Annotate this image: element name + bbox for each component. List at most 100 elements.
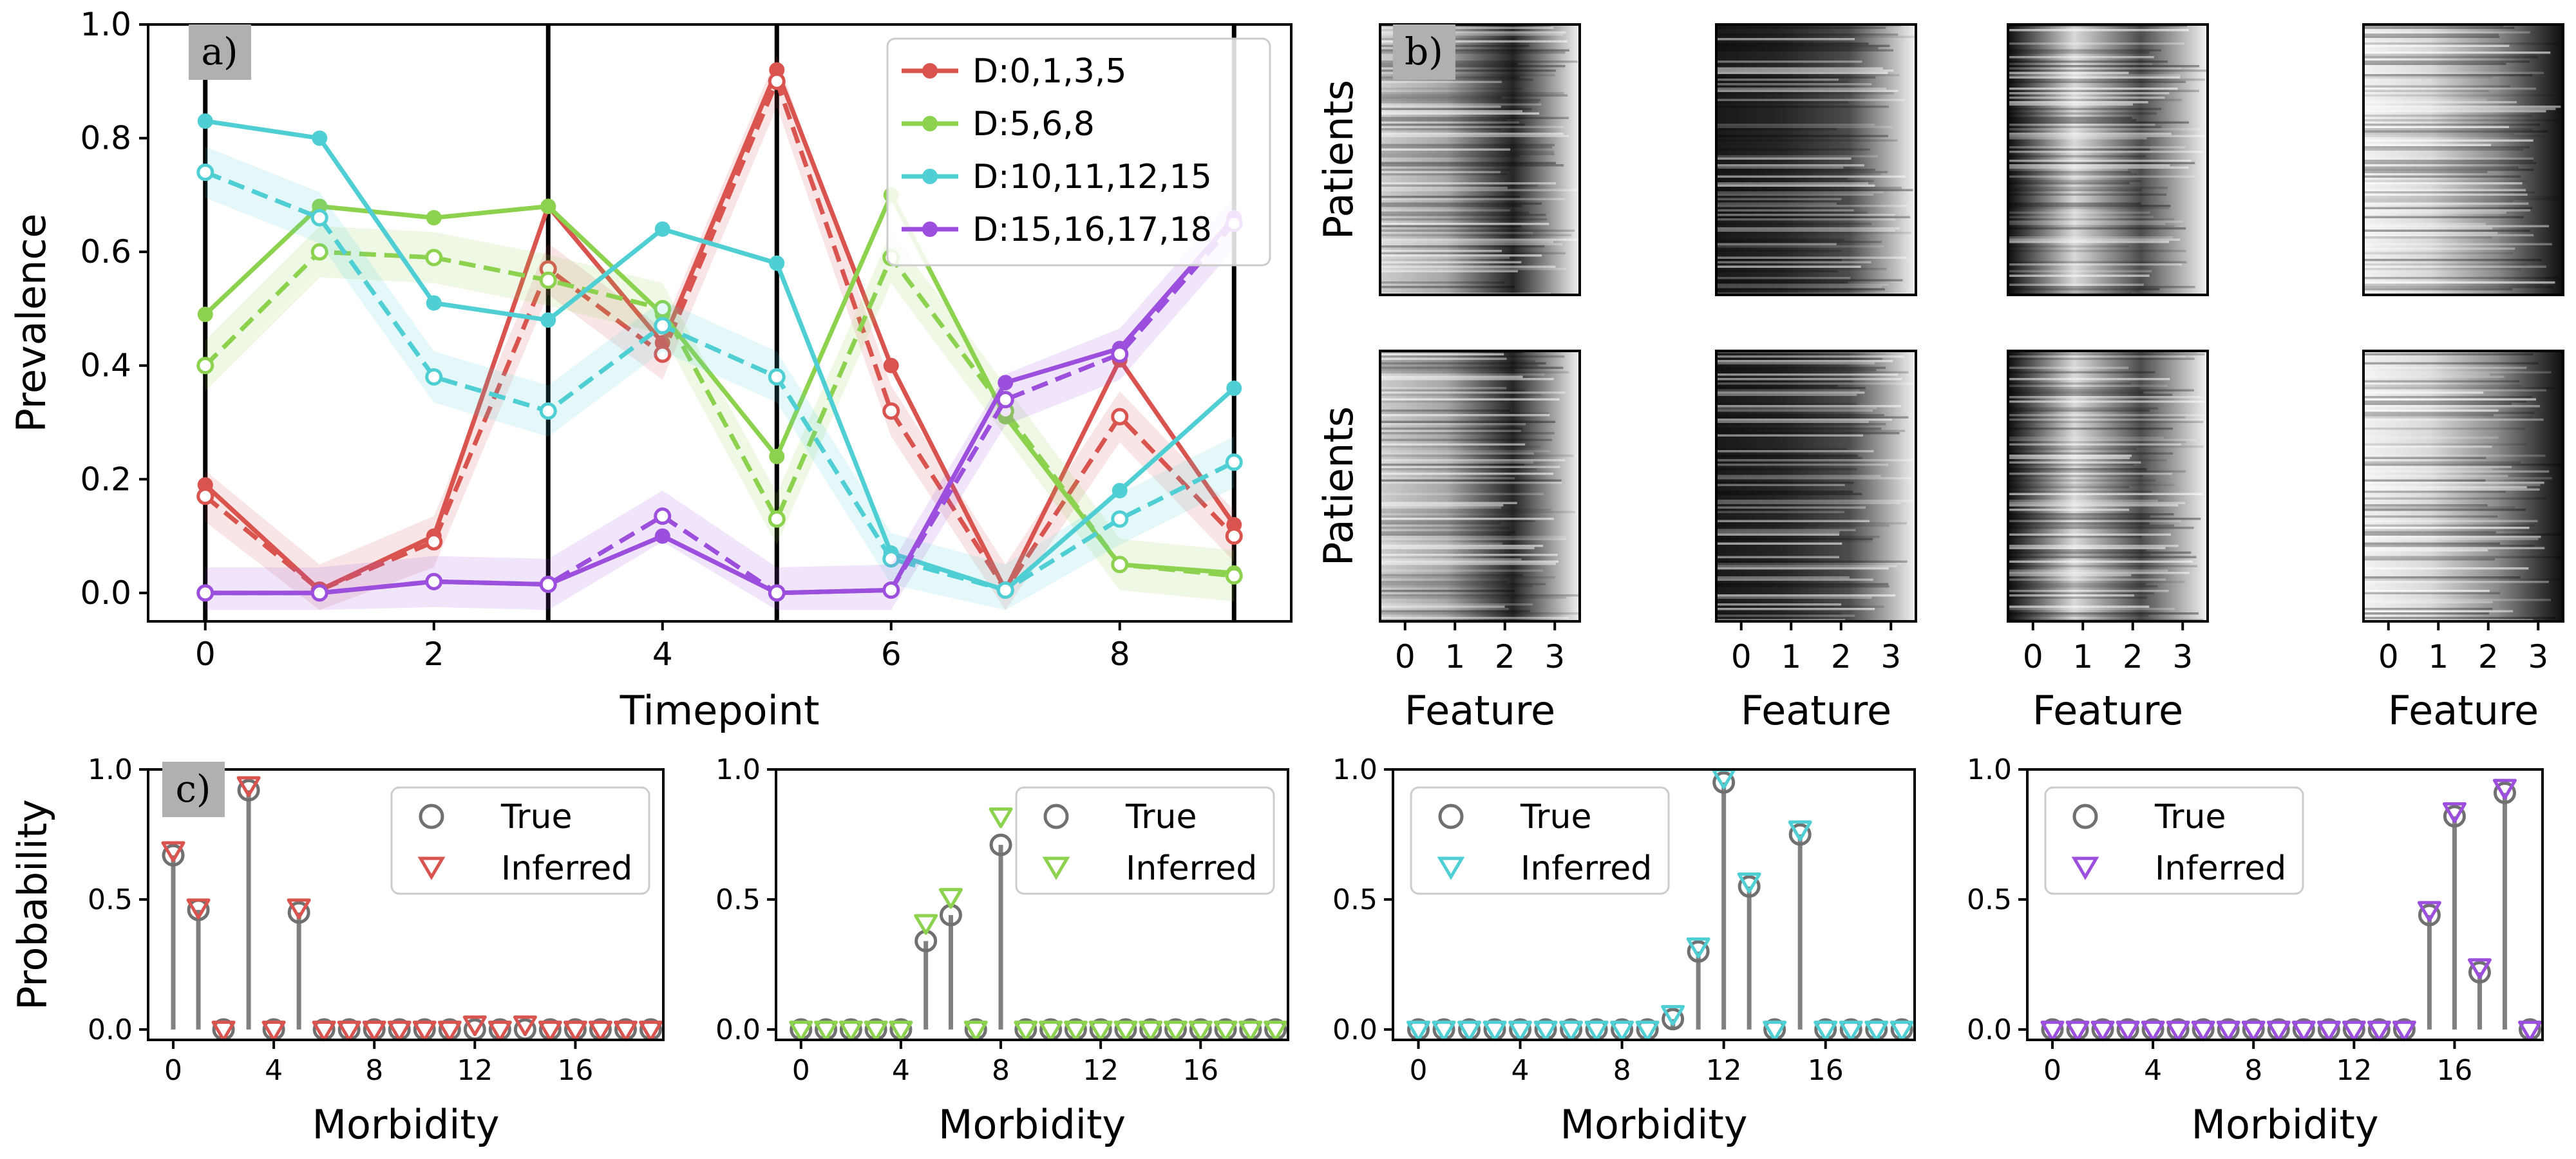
panel-label-box [162,762,225,817]
series-true-line [205,216,1236,596]
patient-row [1716,211,1868,214]
patient-row [2008,527,2194,529]
patient-row [2363,491,2506,493]
patient-row [1716,493,1862,495]
patient-row [1716,355,1904,358]
patient-row [1716,475,1881,477]
y-tick-label: 0.6 [80,233,131,270]
patient-row [1380,504,1504,507]
inferred-marker [1889,1021,1914,1042]
inferred-point [425,249,443,267]
patient-row [1380,52,1566,54]
patient-row [2363,353,2533,355]
inferred-marker [638,1021,663,1042]
inferred-point [539,576,557,594]
y-tick-label: 0.8 [80,120,131,157]
patient-row [2363,209,2531,212]
patient-row [2008,180,2141,182]
true-marker [2418,903,2441,927]
patient-row [2008,250,2186,252]
patient-row [2008,128,2202,131]
patient-row [2008,286,2195,288]
patient-row [1716,209,1854,212]
patient-row [1380,31,1566,33]
patient-row [2008,574,2132,576]
patient-row [2363,99,2487,101]
patient-row [2363,504,2488,507]
patient-row [2008,90,2199,92]
patient-row [2363,277,2559,279]
patient-row [1380,205,1522,207]
patient-row [1380,155,1520,158]
patient-row [2363,558,2495,561]
inferred-marker [563,1021,587,1042]
inferred-marker [462,1015,487,1037]
patient-row [1380,265,1556,268]
patient-row [2363,610,2514,612]
patient-row [1716,67,1883,70]
patient-row [2008,187,2168,189]
patient-row [1716,277,1851,279]
patient-row [1380,581,1508,583]
patient-row [1716,223,1871,225]
patient-row [2363,146,2530,149]
patient-row [2008,88,2178,90]
x-axis-label: Feature [1741,687,1891,734]
patient-row [1380,393,1542,396]
y-tick-label: 1.0 [1967,753,2012,786]
patient-row [1380,423,1526,426]
patient-row [2363,482,2544,484]
inferred-point [1111,556,1129,574]
inferred-marker [1584,1021,1609,1042]
patient-row [2008,407,2159,410]
patient-row [1716,560,1908,563]
patient-row [1716,214,1895,216]
patient-row [2363,479,2486,482]
inferred-marker [1482,1021,1507,1042]
patient-row [1380,464,1525,466]
patient-row [2008,459,2167,462]
patient-row [1380,576,1555,579]
patient-row [2008,52,2150,54]
heatmap-frame [1379,350,1581,623]
patient-row [1380,515,1502,518]
inferred-point [425,532,443,551]
patient-row [2363,110,2546,113]
patient-row [1716,416,1909,419]
patient-row [2363,592,2501,594]
patient-row [2363,398,2537,400]
patient-row [1380,110,1523,113]
patient-row [1716,371,1909,373]
patient-row [1716,169,1875,171]
x-tick-label: 3 [1544,638,1565,675]
patient-row [2363,166,2519,169]
patient-row [2008,452,2174,455]
patient-row [1716,382,1916,385]
true-marker [1687,940,1710,963]
patient-row [2363,533,2563,536]
inferred-marker [1063,1021,1088,1042]
patient-row [1380,452,1535,455]
patient-row [1380,466,1560,468]
inferred-point [882,550,900,568]
patient-row [1380,473,1554,475]
patient-row [2008,438,2197,441]
series-inferred-line [204,75,1236,594]
patient-row [1716,360,1893,363]
x-tick-label: 0 [1410,1054,1428,1087]
patient-row [2008,533,2171,536]
true-point [998,375,1014,391]
x-tick-label: 0 [792,1054,810,1087]
patient-row [1380,364,1539,367]
legend-label: D:0,1,3,5 [972,52,1126,91]
y-axis-label: Probability [9,799,56,1010]
patient-row [1380,371,1569,373]
patient-row [1716,243,1837,245]
x-tick-label: 1 [1781,638,1801,675]
patient-row [1380,590,1515,592]
patient-row [2008,99,2182,101]
x-tick-label: 8 [365,1054,383,1087]
inferred-marker [1139,1021,1163,1042]
true-point [540,198,556,214]
legend-true-marker [1043,804,1069,829]
